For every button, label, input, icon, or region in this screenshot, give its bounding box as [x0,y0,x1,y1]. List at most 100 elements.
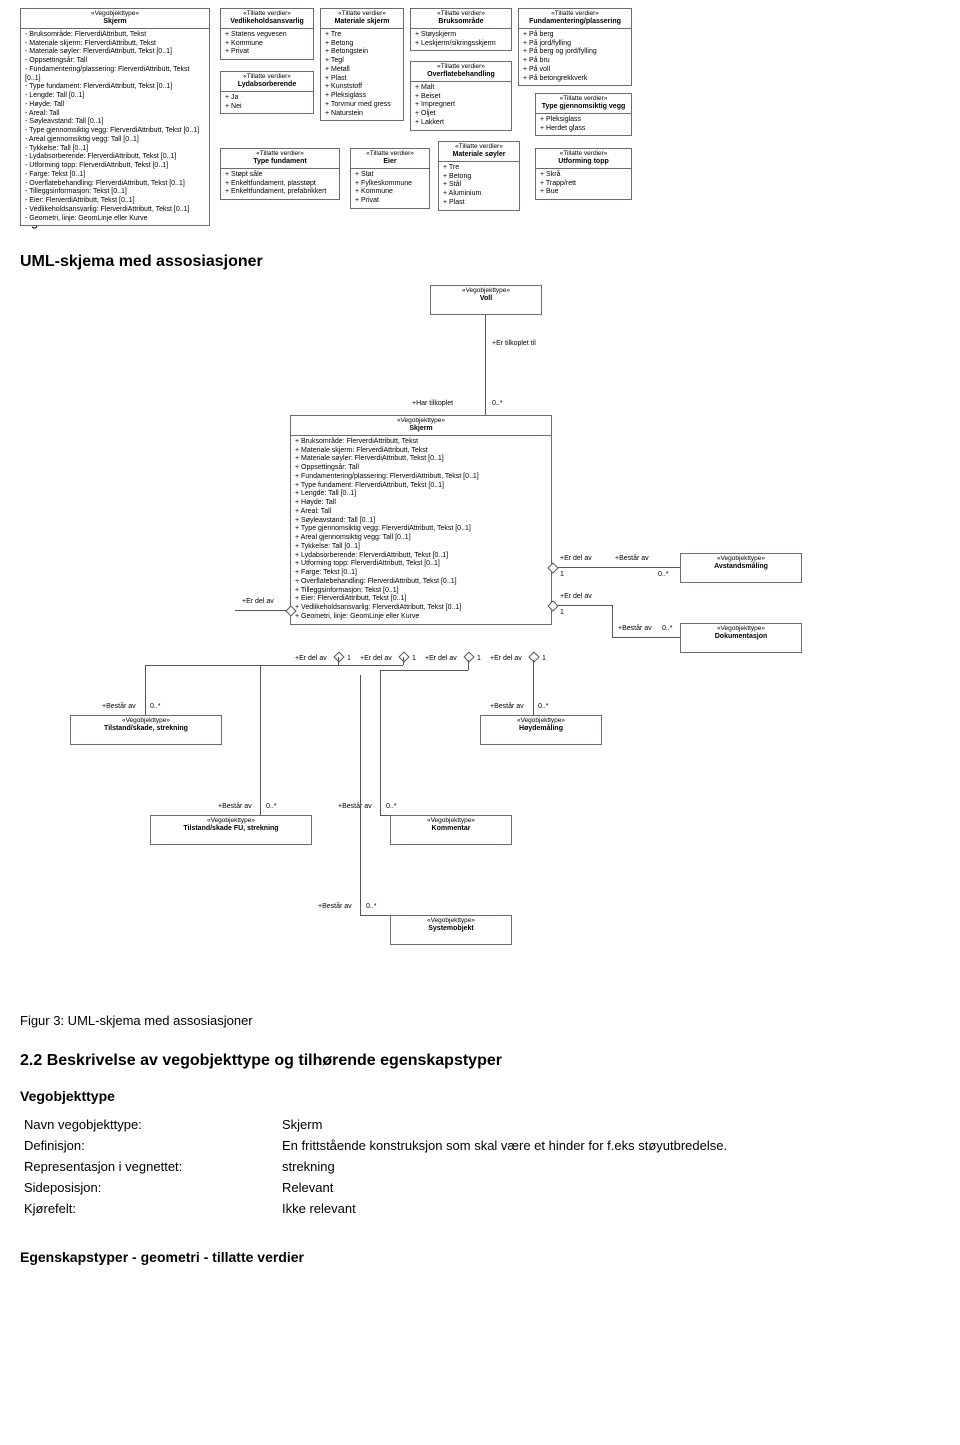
title: Vedlikeholdsansvarlig [223,18,311,27]
box-vedlikehold: «Tillatte verdier» Vedlikeholdsansvarlig… [220,8,314,60]
attr-item: Fylkeskommune [355,180,425,189]
kv-value: Relevant [278,1177,940,1198]
stereo: «Tillatte verdier» [223,73,311,81]
attr-item: Trapp/rett [540,180,627,189]
kv-value: Ikke relevant [278,1198,940,1219]
box-lydabs: «Tillatte verdier» Lydabsorberende JaNei [220,71,314,114]
attr-item: Areal: Tall [295,508,547,517]
vegobjekttype-table: Navn vegobjekttype:SkjermDefinisjon:En f… [20,1114,940,1219]
title: Tilstand/skade FU, strekning [153,825,309,834]
box-typefund: «Tillatte verdier» Type fundament Støpt … [220,148,340,200]
section-2-2-heading: 2.2 Beskrivelse av vegobjekttype og tilh… [20,1052,940,1070]
stereo: «Tillatte verdier» [223,10,311,18]
attr-item: Areal gjennomsiktig vegg: Tall [0..1] [295,534,547,543]
stereo: «Tillatte verdier» [323,10,401,18]
lbl: 0..* [662,625,673,632]
box-matsoyler: «Tillatte verdier» Materiale søyler TreB… [438,141,520,211]
attr-item: Ja [225,94,309,103]
table-row: Definisjon:En frittstående konstruksjon … [20,1135,940,1156]
attr-item: Eier: FlerverdiAttributt, Tekst [0..1] [295,595,547,604]
lbl: 1 [560,571,564,578]
box-systemobj: «Vegobjekttype» Systemobjekt [390,915,512,945]
attr-item: Metall [325,66,399,75]
attr-item: Betong [325,40,399,49]
attr-item: Utforming topp: FlerverdiAttributt, Teks… [295,560,547,569]
stereo: «Vegobjekttype» [393,817,509,825]
attr-item: På voll [523,66,627,75]
stereo: «Tillatte verdier» [521,10,629,18]
title: Materiale skjerm [323,18,401,27]
stereo: «Tillatte verdier» [538,150,629,158]
lbl-er-tilkoplet: +Er tilkoplet til [492,340,536,347]
stereo: «Tillatte verdier» [441,143,517,151]
attr-item: Type gjennomsiktig vegg: FlerverdiAttrib… [25,127,205,136]
attr-item: Pleksiglass [540,116,627,125]
box-eier: «Tillatte verdier» Eier StatFylkeskommun… [350,148,430,209]
attr-list: StatFylkeskommuneKommunePrivat [351,169,429,208]
lbl: 1 [477,655,481,662]
lbl: +Er del av [242,598,274,605]
stereo: «Vegobjekttype» [683,555,799,563]
title: Type gjennomsiktig vegg [538,103,629,112]
box-utformtopp: «Tillatte verdier» Utforming topp SkråTr… [535,148,632,200]
attr-item: Beiset [415,93,507,102]
kv-value: Skjerm [278,1114,940,1135]
attr-item: Privat [355,197,425,206]
attr-item: Oppsettingsår: Tall [25,57,205,66]
stereo: «Vegobjekttype» [23,10,207,18]
box-typegjennom: «Tillatte verdier» Type gjennomsiktig ve… [535,93,632,136]
figure-3-uml: «Vegobjekttype» Voll +Er tilkoplet til +… [60,285,840,1005]
lbl: +Består av [218,803,252,810]
attr-item: Pleksiglass [325,92,399,101]
title: Type fundament [223,158,337,167]
lbl: 0..* [658,571,669,578]
title: Dokumentasjon [683,633,799,642]
attr-item: Søyleavstand: Tall [0..1] [25,118,205,127]
box-hoyde: «Vegobjekttype» Høydemåling [480,715,602,745]
attr-item: Vedlikeholdsansvarlig: FlerverdiAttribut… [25,206,205,215]
attr-item: Tre [325,31,399,40]
stereo: «Vegobjekttype» [73,717,219,725]
attr-item: Materiale søyler: FlerverdiAttributt, Te… [25,48,205,57]
kv-label: Representasjon i vegnettet: [20,1156,278,1177]
attr-item: Eier: FlerverdiAttributt, Tekst [0..1] [25,197,205,206]
attr-item: Tilleggsinformasjon: Tekst [0..1] [295,587,547,596]
title: Overflatebehandling [413,71,509,80]
attr-item: Geometri, linje: GeomLinje eller Kurve [295,613,547,622]
attr-item: Type fundament: FlerverdiAttributt, Teks… [25,83,205,92]
attr-item: Enkeltfundament, prefabrikkert [225,188,335,197]
title: Systemobjekt [393,925,509,934]
kv-value: strekning [278,1156,940,1177]
lbl: +Består av [615,555,649,562]
sub-egenskapstyper: Egenskapstyper - geometri - tillatte ver… [20,1249,940,1265]
lbl-mult: 0..* [492,400,503,407]
box-skjerm-main: «Vegobjekttype» Skjerm Bruksområde: Fler… [290,415,552,625]
attr-item: Søyleavstand: Tall [0..1] [295,517,547,526]
lbl: +Er del av [360,655,392,662]
attr-item: Tegl [325,57,399,66]
attr-item: Lydabsorberende: FlerverdiAttributt, Tek… [25,153,205,162]
lbl: 0..* [266,803,277,810]
attr-list: TreBetongBetongsteinTeglMetallPlastKunst… [321,29,403,121]
attr-list: PleksiglassHerdet glass [536,114,631,136]
box-kommentar: «Vegobjekttype» Kommentar [390,815,512,845]
title: Fundamentering/plassering [521,18,629,27]
attr-item: Materiale søyler: FlerverdiAttributt, Te… [295,455,547,464]
attr-item: Bruksområde: FlerverdiAttributt, Tekst [25,31,205,40]
attr-item: Støpt såle [225,171,335,180]
title: Høydemåling [483,725,599,734]
table-row: Sideposisjon:Relevant [20,1177,940,1198]
box-bruks: «Tillatte verdier» Bruksområde Støyskjer… [410,8,512,51]
stereo: «Tillatte verdier» [353,150,427,158]
attr-item: Lakkert [415,119,507,128]
lbl: 0..* [386,803,397,810]
box-overflate: «Tillatte verdier» Overflatebehandling M… [410,61,512,131]
attr-item: Skrå [540,171,627,180]
attr-item: Tilleggsinformasjon: Tekst [0..1] [25,188,205,197]
box-fundplass: «Tillatte verdier» Fundamentering/plasse… [518,8,632,86]
lbl: +Består av [102,703,136,710]
title: Voll [433,295,539,304]
attr-item: Høyde: Tall [295,499,547,508]
attr-item: Kommune [225,40,309,49]
attr-item: Høyde: Tall [25,101,205,110]
